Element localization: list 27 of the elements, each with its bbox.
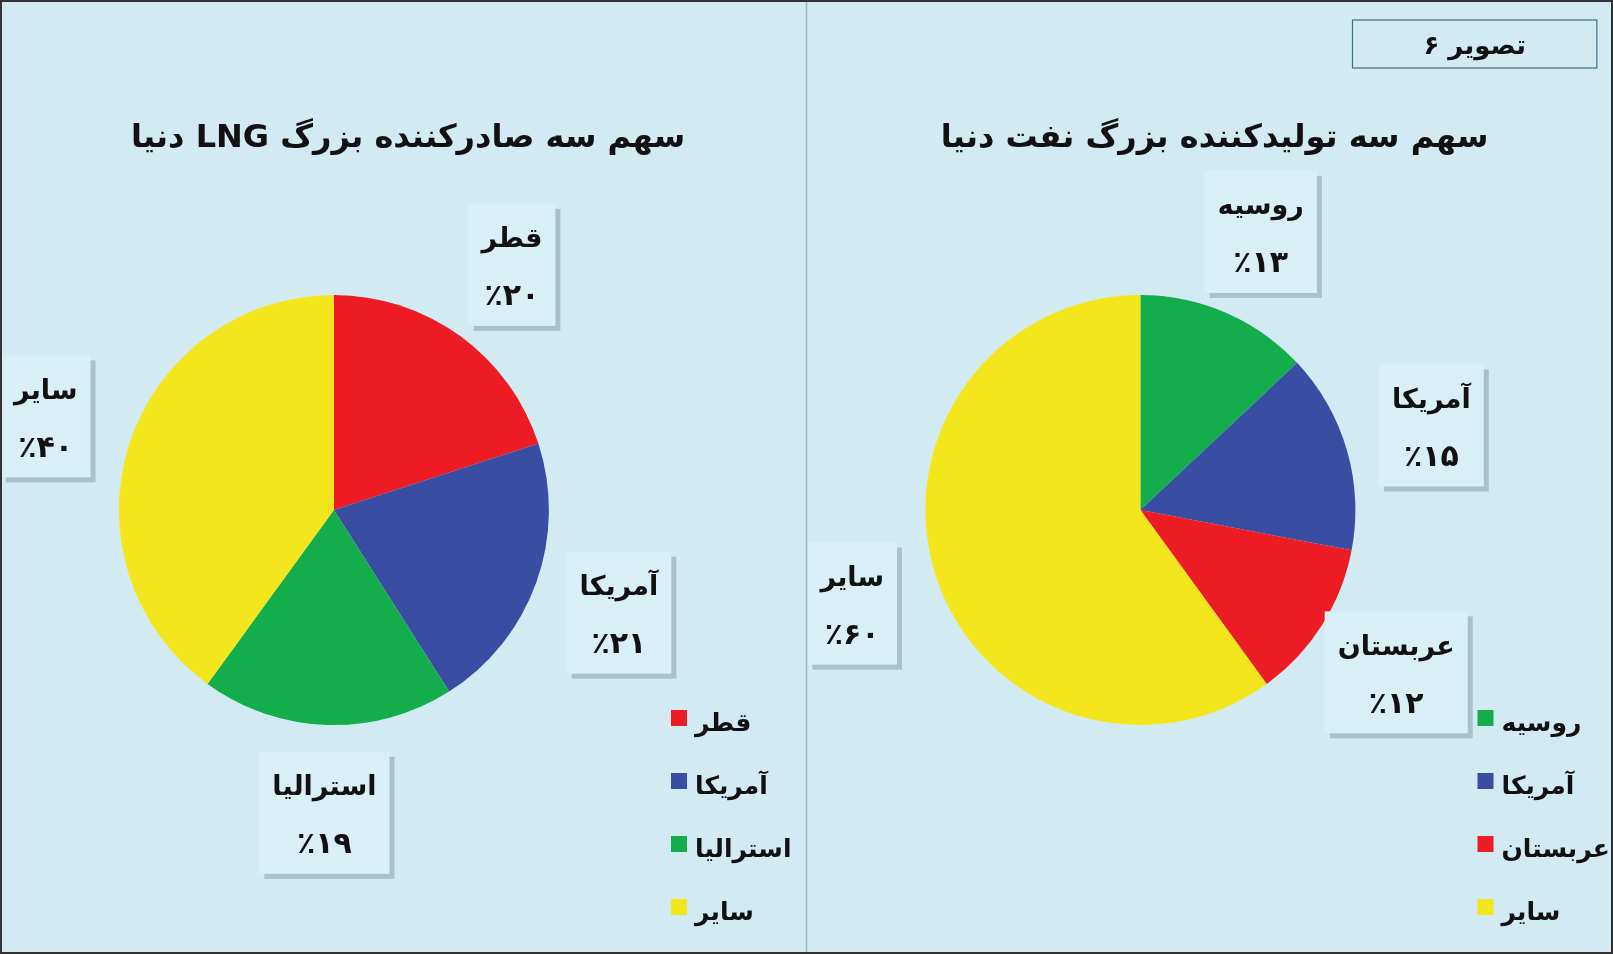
data-label: ٪۱۲ bbox=[1368, 684, 1424, 720]
chart-title: سهم سه صادرکننده بزرگ LNG دنیا bbox=[130, 117, 686, 155]
data-label: ٪۱۹ bbox=[296, 825, 352, 861]
legend-label: عربستان bbox=[1501, 833, 1610, 864]
data-label: ٪۱۵ bbox=[1403, 437, 1459, 473]
legend-label: روسیه bbox=[1501, 707, 1582, 738]
legend-label: قطر bbox=[693, 707, 752, 738]
chart-title: سهم سه تولیدکننده بزرگ نفت دنیا bbox=[940, 117, 1489, 155]
data-label: ٪۱۳ bbox=[1233, 244, 1289, 280]
text: تصویر ۶ bbox=[1423, 30, 1526, 61]
legend-label: سایر bbox=[693, 896, 754, 927]
slice-label: سایر bbox=[11, 373, 78, 406]
legend-label: آمریکا bbox=[695, 769, 770, 801]
slice-label: قطر bbox=[479, 222, 543, 255]
legend-label: سایر bbox=[1499, 896, 1561, 927]
legend-label: استرالیا bbox=[695, 833, 792, 864]
slice-label: سایر bbox=[818, 561, 885, 594]
data-label: ٪۲۱ bbox=[591, 625, 647, 661]
slice-label: آمریکا bbox=[1391, 381, 1472, 415]
legend-label: آمریکا bbox=[1501, 769, 1576, 801]
slice-label: روسیه bbox=[1217, 189, 1304, 222]
slice-label: عربستان bbox=[1337, 629, 1455, 662]
data-label: ٪۴۰ bbox=[18, 428, 74, 464]
data-label: ٪۶۰ bbox=[824, 616, 880, 652]
slice-label: آمریکا bbox=[579, 569, 660, 603]
slice-label: استرالیا bbox=[272, 770, 377, 803]
data-label: ٪۲۰ bbox=[484, 277, 540, 313]
